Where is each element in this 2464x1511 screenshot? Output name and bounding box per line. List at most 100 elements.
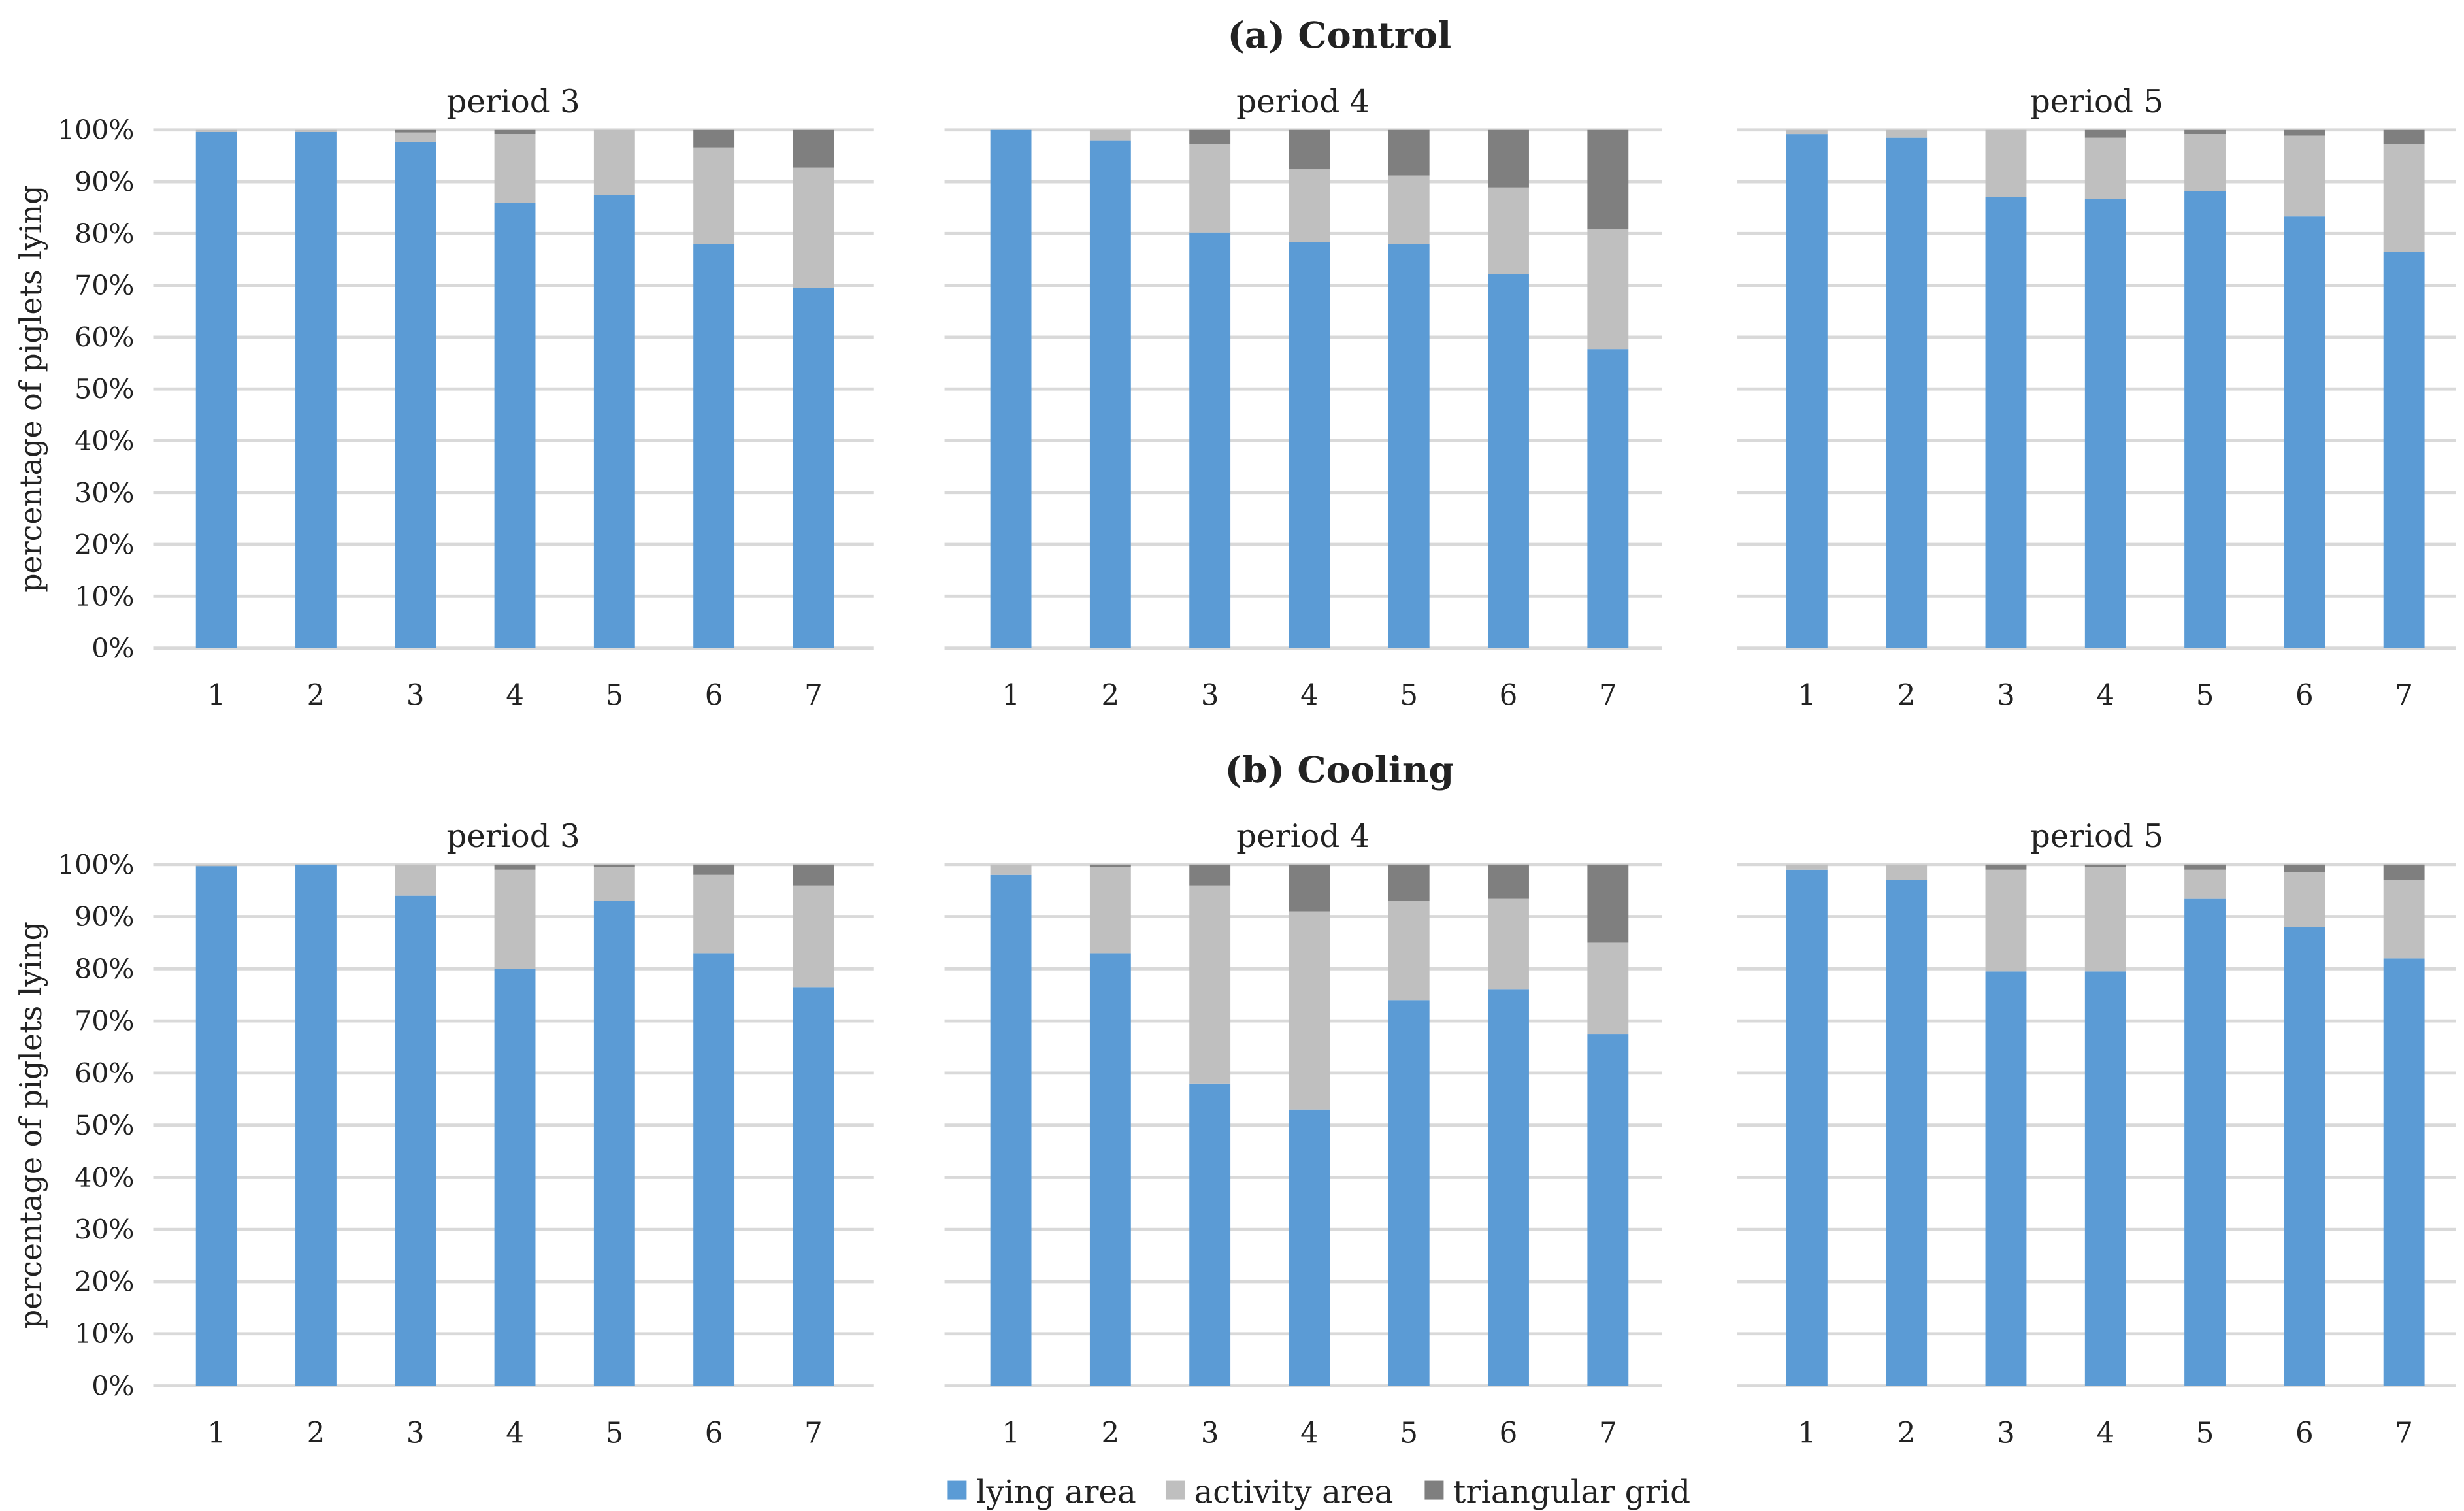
y-tick-label: 60% [74, 322, 134, 353]
y-tick-label: 90% [74, 167, 134, 198]
x-tick-label: 3 [1997, 1418, 2015, 1450]
x-tick-label: 6 [705, 1418, 723, 1450]
bar-segment-lying-area [2084, 971, 2126, 1386]
x-tick-label: 1 [1798, 1418, 1816, 1450]
bar-segment-triangular-grid [1587, 864, 1629, 943]
bar-segment-lying-area [295, 864, 337, 1386]
bar-segment-lying-area [793, 288, 834, 648]
bar-segment-lying-area [990, 129, 1032, 648]
panel-title: period 5 [2030, 84, 2163, 120]
bar-segment-triangular-grid [1488, 129, 1529, 188]
x-tick-label: 1 [1798, 680, 1816, 712]
bar-segment-activity-area [990, 864, 1032, 875]
bar-segment-activity-area [1587, 229, 1629, 350]
bar-segment-activity-area [1488, 187, 1529, 274]
bar-segment-triangular-grid [2383, 129, 2425, 144]
panel-period-3: period 3 1 2 3 4 5 6 7 [153, 818, 874, 1450]
x-tick-label: 5 [605, 680, 623, 712]
bar-segment-lying-area [1786, 869, 1828, 1386]
bar-segment-lying-area [693, 244, 735, 648]
legend-swatch [947, 1480, 967, 1500]
bar-segment-lying-area [1488, 274, 1529, 648]
x-tick-label: 1 [1002, 1418, 1020, 1450]
bar-segment-triangular-grid [1289, 864, 1330, 912]
bar-segment-triangular-grid [1289, 129, 1330, 170]
x-tick-label: 2 [1102, 680, 1120, 712]
bar-segment-lying-area [2383, 958, 2425, 1386]
bar-segment-lying-area [1388, 244, 1430, 648]
bar-segment-lying-area [593, 195, 635, 648]
bar-segment-activity-area [2184, 134, 2226, 191]
y-tick-label: 60% [74, 1057, 134, 1089]
bar-segment-triangular-grid [593, 864, 635, 867]
bar-segment-lying-area [1985, 971, 2027, 1386]
bar-segment-triangular-grid [793, 129, 834, 168]
y-axis-label: percentage of piglets lying [13, 186, 48, 593]
bar-segment-lying-area [2184, 898, 2226, 1386]
bar-segment-activity-area [1289, 169, 1330, 242]
panel-title: period 3 [447, 818, 580, 855]
bar-segment-lying-area [990, 874, 1032, 1386]
legend-swatch [1165, 1480, 1185, 1500]
bar-segment-activity-area [1488, 898, 1529, 990]
bar-segment-activity-area [793, 167, 834, 288]
bar-segment-activity-area [1189, 885, 1231, 1084]
legend-item: activity area [1165, 1474, 1393, 1510]
bar-segment-triangular-grid [1388, 129, 1430, 176]
bar-segment-activity-area [2383, 880, 2425, 959]
x-tick-label: 3 [1201, 680, 1219, 712]
x-tick-label: 6 [1500, 680, 1518, 712]
y-tick-label: 40% [74, 425, 134, 457]
x-tick-label: 3 [406, 1418, 425, 1450]
bar-segment-activity-area [1587, 942, 1629, 1035]
bar-segment-activity-area [195, 129, 237, 132]
bar-segment-lying-area [395, 895, 436, 1386]
bar-segment-triangular-grid [2084, 129, 2126, 138]
bar-segment-lying-area [295, 131, 337, 648]
group-title: (b) Cooling [1225, 749, 1454, 791]
bar-segment-lying-area [2284, 216, 2325, 648]
bar-segment-activity-area [2284, 135, 2325, 217]
panel-period-5: period 5 1 2 3 4 5 6 7 [1737, 84, 2456, 712]
bar-segment-lying-area [1587, 1034, 1629, 1386]
panel-title: period 4 [1236, 84, 1370, 120]
y-tick-label: 80% [74, 954, 134, 985]
bar-segment-lying-area [1089, 953, 1131, 1386]
x-tick-label: 4 [2096, 680, 2114, 712]
x-tick-label: 4 [506, 680, 524, 712]
bar-segment-activity-area [2284, 872, 2325, 927]
y-tick-label: 0% [91, 633, 134, 664]
bar-segment-activity-area [195, 864, 237, 867]
bar-segment-triangular-grid [693, 129, 735, 148]
bar-segment-lying-area [195, 866, 237, 1386]
bar-segment-activity-area [1089, 129, 1131, 141]
y-tick-label: 100% [57, 849, 134, 880]
x-tick-label: 7 [2395, 1418, 2413, 1450]
bar-segment-triangular-grid [1388, 864, 1430, 901]
chart-group-cooling: (b) Cooling percentage of piglets lying 0%… [13, 749, 2456, 1450]
bar-segment-triangular-grid [494, 864, 536, 870]
bar-segment-activity-area [1886, 864, 1928, 880]
x-tick-label: 5 [1400, 680, 1418, 712]
y-tick-label: 30% [74, 477, 134, 508]
panel-period-4: period 4 1 2 3 4 5 6 7 [944, 84, 1662, 712]
x-tick-label: 6 [2295, 680, 2314, 712]
y-tick-label: 40% [74, 1162, 134, 1193]
panel-title: period 3 [447, 84, 580, 120]
x-tick-label: 1 [207, 1418, 225, 1450]
x-tick-label: 2 [1102, 1418, 1120, 1450]
bar-segment-triangular-grid [2284, 864, 2325, 872]
bar-segment-lying-area [1886, 137, 1928, 648]
bar-segment-activity-area [1886, 129, 1928, 138]
bar-segment-lying-area [2184, 191, 2226, 648]
bar-segment-lying-area [1388, 1000, 1430, 1386]
legend-label: activity area [1194, 1474, 1393, 1510]
bar-segment-triangular-grid [1587, 129, 1629, 229]
bar-segment-lying-area [693, 953, 735, 1386]
bar-segment-lying-area [593, 901, 635, 1386]
x-tick-label: 2 [307, 680, 325, 712]
x-tick-label: 4 [2096, 1418, 2114, 1450]
x-tick-label: 2 [1897, 1418, 1916, 1450]
bar-segment-activity-area [494, 134, 536, 203]
x-tick-label: 4 [1300, 680, 1319, 712]
